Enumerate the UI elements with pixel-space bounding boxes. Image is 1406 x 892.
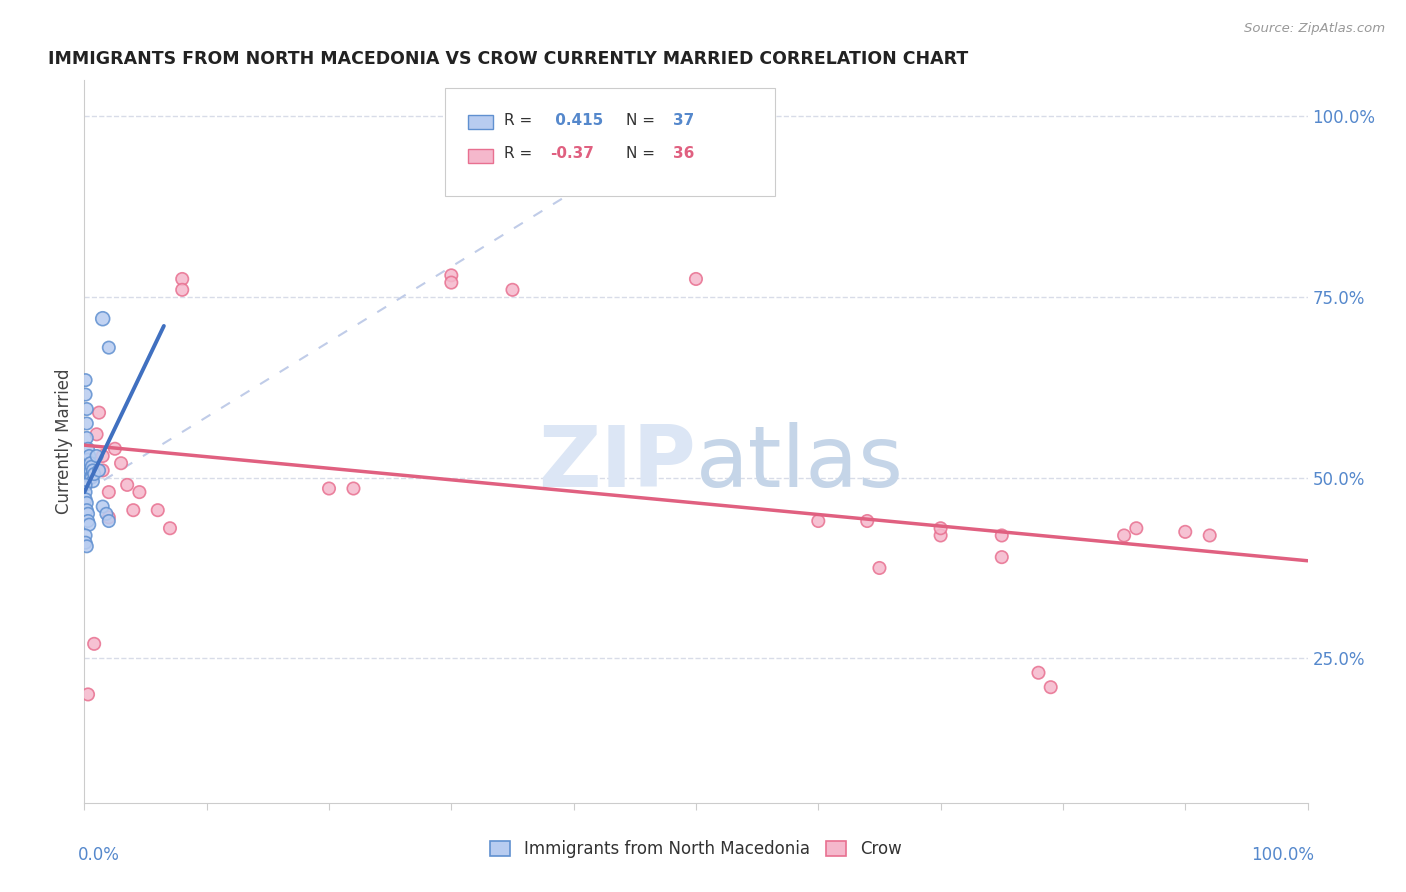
Point [75, 528, 97, 542]
Text: 37: 37 [672, 112, 695, 128]
Point [440, 268, 463, 283]
Point [97, 514, 120, 528]
Point [77, 467, 100, 481]
Point [991, 528, 1014, 542]
Point [869, 561, 891, 575]
Point [86, 427, 108, 442]
Point [115, 478, 138, 492]
Text: ZIP: ZIP [538, 422, 696, 505]
Point [79, 471, 101, 485]
Text: 100.0%: 100.0% [1251, 847, 1313, 864]
Point [79, 456, 101, 470]
Point [96, 507, 118, 521]
Point [82, 463, 104, 477]
Point [76, 503, 98, 517]
Point [76, 402, 98, 417]
Point [318, 482, 340, 496]
FancyBboxPatch shape [468, 115, 494, 129]
Point [77, 687, 100, 701]
Point [91, 449, 114, 463]
Y-axis label: Currently Married: Currently Married [55, 368, 73, 515]
Point [76, 431, 98, 445]
Point [1039, 680, 1062, 694]
Point [97, 485, 120, 500]
Point [75, 387, 97, 401]
Point [342, 482, 364, 496]
Point [91, 500, 114, 514]
Point [83, 467, 105, 481]
Point [87, 463, 110, 477]
Point [80, 459, 103, 474]
Point [856, 514, 879, 528]
Point [91, 463, 114, 477]
Point [122, 503, 145, 517]
Point [91, 311, 114, 326]
Point [172, 272, 194, 286]
Point [77, 514, 100, 528]
Point [807, 514, 830, 528]
Point [1028, 665, 1050, 680]
Point [929, 528, 952, 542]
Point [77, 507, 100, 521]
Point [1125, 521, 1147, 535]
Point [77, 442, 100, 456]
Point [128, 485, 150, 500]
Point [1174, 524, 1197, 539]
Point [76, 539, 98, 553]
Point [110, 456, 132, 470]
Point [502, 283, 524, 297]
Point [75, 485, 97, 500]
Point [80, 471, 103, 485]
Text: -0.37: -0.37 [550, 146, 595, 161]
Point [104, 442, 127, 456]
Text: N =: N = [626, 146, 661, 161]
Point [77, 452, 100, 467]
Point [76, 496, 98, 510]
Text: R =: R = [503, 112, 537, 128]
Point [159, 521, 181, 535]
Point [75, 478, 97, 492]
Text: atlas: atlas [696, 422, 904, 505]
Point [440, 276, 463, 290]
Point [83, 637, 105, 651]
Point [991, 550, 1014, 565]
Text: 36: 36 [672, 146, 695, 161]
Point [97, 341, 120, 355]
Point [79, 463, 101, 477]
Point [75, 373, 97, 387]
Point [97, 510, 120, 524]
Text: N =: N = [626, 112, 661, 128]
Point [75, 492, 97, 507]
Point [77, 459, 100, 474]
Point [172, 283, 194, 297]
Point [87, 406, 110, 420]
Point [86, 449, 108, 463]
Point [76, 417, 98, 431]
Point [1114, 528, 1136, 542]
Point [929, 521, 952, 535]
Text: IMMIGRANTS FROM NORTH MACEDONIA VS CROW CURRENTLY MARRIED CORRELATION CHART: IMMIGRANTS FROM NORTH MACEDONIA VS CROW … [48, 50, 967, 68]
Text: 0.415: 0.415 [550, 112, 603, 128]
Text: R =: R = [503, 146, 537, 161]
Text: 0.0%: 0.0% [79, 847, 120, 864]
FancyBboxPatch shape [446, 87, 776, 196]
Point [77, 517, 100, 532]
Point [685, 272, 707, 286]
Legend: Immigrants from North Macedonia, Crow: Immigrants from North Macedonia, Crow [482, 832, 910, 867]
Point [146, 503, 169, 517]
FancyBboxPatch shape [468, 149, 494, 163]
Point [77, 449, 100, 463]
Text: Source: ZipAtlas.com: Source: ZipAtlas.com [1244, 22, 1385, 36]
Point [77, 463, 100, 477]
Point [1198, 528, 1220, 542]
Point [82, 475, 104, 489]
Point [75, 535, 97, 549]
